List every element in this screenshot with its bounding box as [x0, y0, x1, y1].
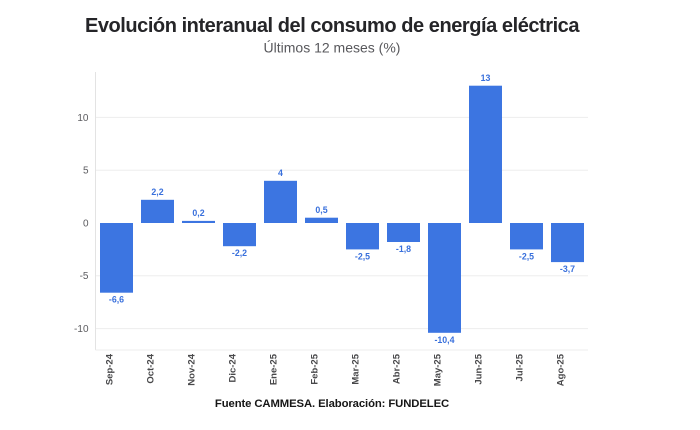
svg-text:-2,5: -2,5 — [519, 251, 534, 261]
svg-text:Nov-24: Nov-24 — [187, 353, 198, 385]
svg-text:Ago-25: Ago-25 — [556, 353, 567, 386]
svg-text:Evolución interanual del consu: Evolución interanual del consumo de ener… — [85, 15, 580, 37]
svg-text:-3,7: -3,7 — [560, 264, 575, 274]
svg-text:13: 13 — [481, 73, 491, 83]
svg-text:-1,8: -1,8 — [396, 244, 411, 254]
svg-text:-2,5: -2,5 — [355, 251, 370, 261]
svg-text:0,5: 0,5 — [315, 205, 327, 215]
svg-text:-6,6: -6,6 — [109, 295, 124, 305]
svg-text:Mar-25: Mar-25 — [351, 353, 362, 384]
svg-text:2,2: 2,2 — [151, 187, 163, 197]
svg-text:-10,4: -10,4 — [434, 335, 454, 345]
svg-text:-2,2: -2,2 — [232, 248, 247, 258]
svg-text:Jun-25: Jun-25 — [474, 353, 485, 384]
svg-text:0,2: 0,2 — [192, 208, 204, 218]
svg-text:May-25: May-25 — [433, 353, 444, 386]
svg-text:Dic-24: Dic-24 — [228, 353, 239, 382]
svg-text:-10: -10 — [74, 324, 89, 335]
svg-text:Últimos 12 meses (%): Últimos 12 meses (%) — [264, 40, 401, 56]
svg-text:Fuente CAMMESA. Elaboración: F: Fuente CAMMESA. Elaboración: FUNDELEC — [215, 398, 449, 410]
svg-text:Abr-25: Abr-25 — [392, 353, 403, 384]
svg-text:Sep-24: Sep-24 — [105, 353, 116, 385]
svg-text:10: 10 — [77, 113, 89, 124]
svg-text:Feb-25: Feb-25 — [310, 353, 321, 384]
svg-text:4: 4 — [278, 168, 283, 178]
svg-text:0: 0 — [83, 218, 89, 229]
svg-text:Oct-24: Oct-24 — [146, 353, 157, 383]
svg-text:Jul-25: Jul-25 — [515, 353, 526, 381]
svg-text:-5: -5 — [80, 271, 89, 282]
svg-text:5: 5 — [83, 166, 89, 177]
svg-text:Ene-25: Ene-25 — [269, 353, 280, 385]
